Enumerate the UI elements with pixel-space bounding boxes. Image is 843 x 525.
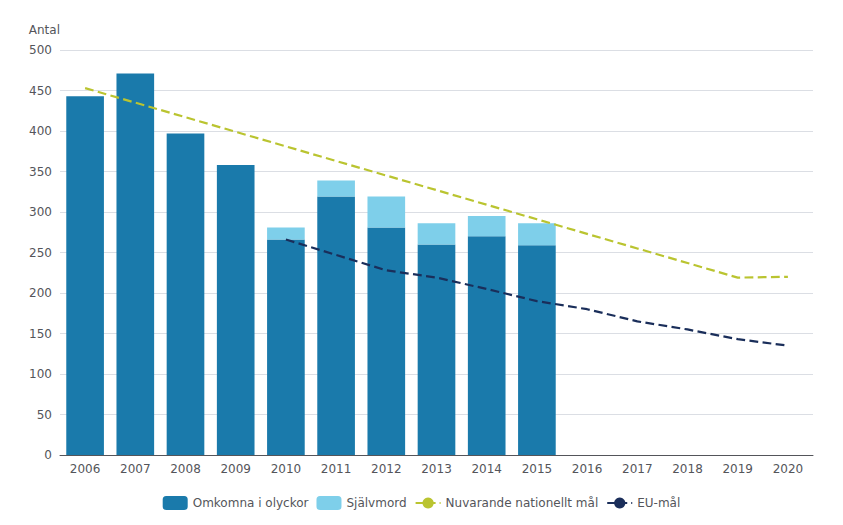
- svg-text:2011: 2011: [321, 462, 352, 476]
- svg-text:150: 150: [29, 327, 52, 341]
- svg-text:2007: 2007: [120, 462, 151, 476]
- svg-text:0: 0: [44, 448, 52, 462]
- svg-text:2012: 2012: [371, 462, 402, 476]
- svg-text:500: 500: [29, 43, 52, 57]
- svg-text:2010: 2010: [271, 462, 302, 476]
- svg-text:350: 350: [29, 165, 52, 179]
- svg-text:200: 200: [29, 286, 52, 300]
- svg-text:2006: 2006: [70, 462, 101, 476]
- svg-text:Självmord: Självmord: [346, 496, 406, 510]
- svg-text:300: 300: [29, 205, 52, 219]
- svg-text:2020: 2020: [773, 462, 804, 476]
- svg-text:250: 250: [29, 246, 52, 260]
- svg-text:2016: 2016: [572, 462, 603, 476]
- svg-text:2015: 2015: [522, 462, 553, 476]
- svg-text:Antal: Antal: [29, 23, 60, 37]
- svg-text:400: 400: [29, 124, 52, 138]
- svg-text:2018: 2018: [672, 462, 703, 476]
- svg-text:450: 450: [29, 84, 52, 98]
- svg-text:2009: 2009: [220, 462, 251, 476]
- svg-text:Omkomna i olyckor: Omkomna i olyckor: [193, 496, 309, 510]
- svg-text:2013: 2013: [421, 462, 452, 476]
- svg-text:Nuvarande nationellt mål: Nuvarande nationellt mål: [446, 496, 599, 510]
- svg-text:EU-mål: EU-mål: [637, 496, 680, 510]
- svg-text:2017: 2017: [622, 462, 653, 476]
- svg-text:2019: 2019: [722, 462, 753, 476]
- svg-text:2008: 2008: [170, 462, 201, 476]
- svg-text:100: 100: [29, 367, 52, 381]
- svg-text:2014: 2014: [471, 462, 502, 476]
- svg-text:50: 50: [37, 408, 52, 422]
